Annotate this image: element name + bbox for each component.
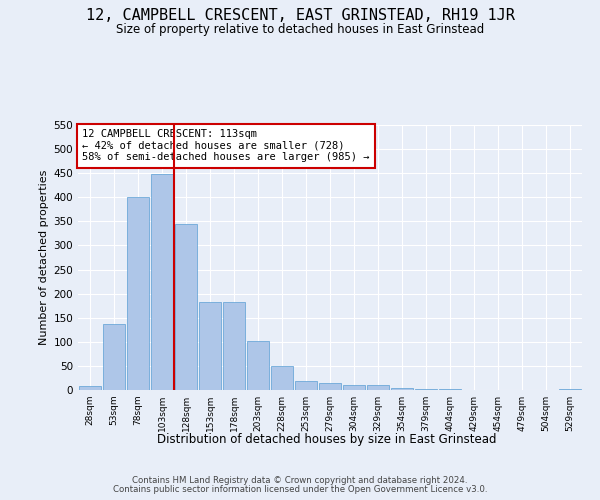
Text: Distribution of detached houses by size in East Grinstead: Distribution of detached houses by size … <box>157 432 497 446</box>
Bar <box>415 388 437 390</box>
Bar <box>295 382 317 390</box>
Bar <box>247 342 269 390</box>
Text: 12, CAMPBELL CRESCENT, EAST GRINSTEAD, RH19 1JR: 12, CAMPBELL CRESCENT, EAST GRINSTEAD, R… <box>86 8 514 22</box>
Bar <box>367 385 389 390</box>
Bar <box>103 324 125 390</box>
Bar <box>271 366 293 390</box>
Bar <box>127 198 149 390</box>
Bar <box>559 388 581 390</box>
Bar <box>343 384 365 390</box>
Text: 12 CAMPBELL CRESCENT: 113sqm
← 42% of detached houses are smaller (728)
58% of s: 12 CAMPBELL CRESCENT: 113sqm ← 42% of de… <box>82 129 370 162</box>
Bar <box>79 386 101 390</box>
Text: Contains HM Land Registry data © Crown copyright and database right 2024.: Contains HM Land Registry data © Crown c… <box>132 476 468 485</box>
Bar <box>439 389 461 390</box>
Bar <box>151 174 173 390</box>
Text: Size of property relative to detached houses in East Grinstead: Size of property relative to detached ho… <box>116 22 484 36</box>
Bar <box>199 302 221 390</box>
Text: Contains public sector information licensed under the Open Government Licence v3: Contains public sector information licen… <box>113 485 487 494</box>
Y-axis label: Number of detached properties: Number of detached properties <box>39 170 49 345</box>
Bar <box>175 224 197 390</box>
Bar <box>319 383 341 390</box>
Bar <box>391 388 413 390</box>
Bar <box>223 302 245 390</box>
